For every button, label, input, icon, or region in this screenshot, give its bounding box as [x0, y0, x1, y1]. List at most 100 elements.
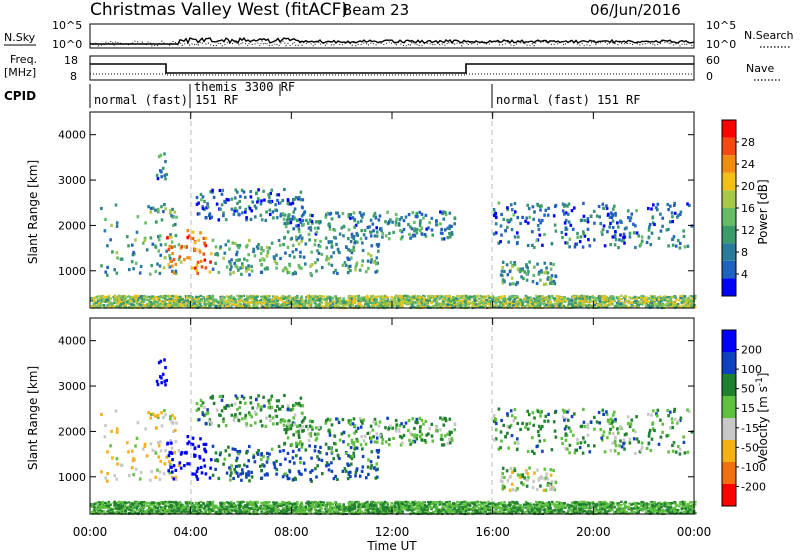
velocity-echo-cell: [358, 417, 362, 421]
power-echo-cell: [361, 241, 364, 245]
power-echo-cell: [396, 295, 400, 298]
power-echo-cell: [468, 295, 472, 298]
power-echo-cell: [109, 238, 112, 242]
velocity-echo-cell: [250, 415, 253, 419]
freq-tick-high: 18: [64, 54, 78, 67]
power-echo-cell: [292, 271, 295, 276]
power-echo-cell: [539, 298, 543, 301]
power-echo-cell: [665, 228, 669, 232]
power-echo-cell: [397, 223, 401, 227]
power-echo-cell: [308, 218, 312, 222]
power-echo-cell: [389, 302, 392, 305]
power-echo-cell: [679, 294, 682, 298]
power-echo-cell: [98, 299, 101, 302]
velocity-echo-cell: [647, 434, 651, 438]
power-echo-cell: [211, 188, 214, 192]
power-echo-cell: [603, 301, 607, 304]
power-echo-cell: [244, 302, 247, 305]
velocity-echo-cell: [423, 439, 427, 443]
power-echo-cell: [394, 220, 398, 224]
power-echo-cell: [567, 202, 571, 206]
velocity-echo-cell: [303, 416, 307, 420]
velocity-echo-cell: [404, 421, 408, 425]
power-echo-cell: [276, 297, 280, 300]
power-echo-cell: [234, 298, 237, 302]
velocity-echo-cell: [506, 413, 509, 418]
velocity-echo-cell: [272, 461, 276, 465]
power-echo-cell: [182, 301, 185, 304]
power-echo-cell: [432, 305, 436, 308]
velocity-echo-cell: [610, 417, 613, 421]
velocity-echo-cell: [374, 421, 377, 425]
power-echo-cell: [304, 262, 307, 266]
power-echo-cell: [509, 203, 513, 207]
power-echo-cell: [509, 301, 513, 304]
power-echo-cell: [444, 295, 447, 298]
velocity-echo-cell: [250, 470, 253, 474]
power-echo-cell: [376, 261, 379, 265]
power-echo-cell: [348, 297, 351, 300]
power-echo-cell: [124, 297, 127, 300]
velocity-echo-cell: [145, 454, 149, 458]
power-echo-cell: [505, 299, 508, 302]
power-echo-cell: [240, 272, 243, 276]
velocity-echo-cell: [523, 476, 527, 480]
power-echo-cell: [503, 295, 506, 298]
power-echo-cell: [186, 303, 189, 306]
velocity-echo-cell: [100, 470, 103, 474]
velocity-echo-cell: [244, 413, 247, 417]
power-echo-cell: [560, 301, 564, 304]
power-echo-cell: [397, 297, 401, 300]
power-echo-cell: [295, 196, 298, 200]
power-echo-cell: [279, 201, 282, 205]
velocity-echo-cell: [549, 473, 553, 477]
power-echo-cell: [502, 306, 505, 309]
power-echo-cell: [627, 216, 630, 220]
velocity-echo-cell: [541, 449, 544, 453]
velocity-echo-cell: [292, 477, 295, 482]
power-echo-cell: [304, 300, 307, 303]
power-echo-cell: [534, 298, 537, 301]
velocity-echo-cell: [582, 407, 585, 411]
power-echo-cell: [423, 303, 427, 306]
power-echo-cell: [635, 305, 639, 309]
power-echo-cell: [408, 232, 411, 236]
power-echo-cell: [281, 305, 285, 309]
power-echo-cell: [523, 297, 526, 300]
velocity-echo-cell: [639, 448, 643, 452]
power-echo-cell: [354, 268, 357, 272]
power-echo-cell: [227, 198, 230, 202]
power-echo-cell: [319, 295, 323, 298]
power-echo-cell: [149, 272, 152, 276]
power-echo-cell: [410, 298, 414, 301]
power-echo-cell: [180, 245, 184, 249]
power-echo-cell: [660, 303, 664, 306]
velocity-echo-cell: [363, 434, 367, 439]
power-echo-cell: [148, 295, 151, 298]
power-echo-cell: [352, 305, 355, 308]
power-echo-cell: [278, 243, 282, 247]
power-echo-cell: [629, 216, 633, 220]
velocity-echo-cell: [553, 410, 557, 415]
power-echo-cell: [298, 266, 301, 270]
velocity-echo-cell: [378, 420, 382, 424]
velocity-echo-cell: [157, 361, 161, 365]
power-echo-cell: [217, 270, 221, 275]
velocity-echo-cell: [649, 449, 653, 453]
power-echo-cell: [601, 232, 604, 236]
velocity-echo-cell: [276, 404, 279, 409]
power-echo-cell: [184, 301, 188, 304]
power-echo-cell: [435, 295, 439, 298]
velocity-echo-cell: [171, 475, 174, 479]
velocity-echo-cell: [441, 417, 444, 422]
power-echo-cell: [140, 297, 143, 300]
velocity-echo-cell: [196, 466, 200, 470]
power-echo-cell: [201, 305, 205, 309]
power-echo-cell: [423, 233, 427, 237]
power-echo-cell: [352, 211, 356, 215]
power-echo-cell: [220, 302, 224, 305]
power-echo-cell: [290, 217, 294, 221]
velocity-echo-cell: [521, 421, 524, 425]
velocity-echo-cell: [268, 418, 272, 423]
power-echo-cell: [233, 262, 236, 266]
